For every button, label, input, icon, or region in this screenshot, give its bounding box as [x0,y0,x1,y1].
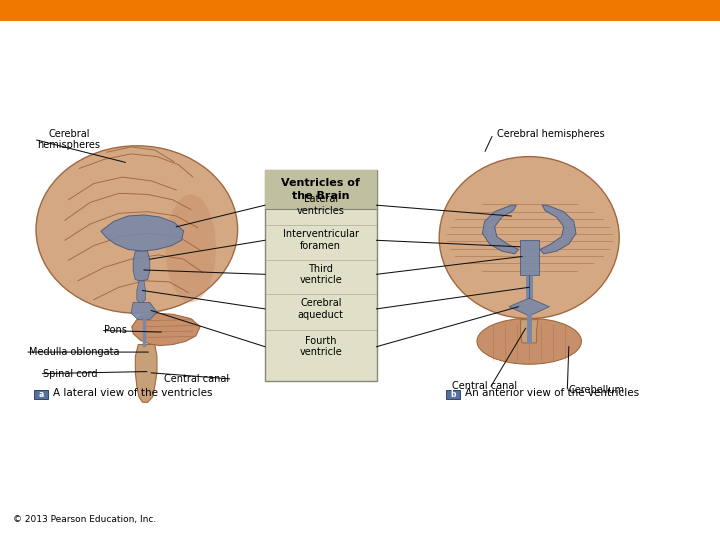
Bar [265,170,377,381]
Bar [520,240,539,275]
Text: Spinal cord: Spinal cord [43,369,98,379]
Ellipse shape [36,146,238,313]
Text: Central canal: Central canal [164,374,229,384]
Polygon shape [521,320,538,343]
Text: Cerebral hemispheres: Cerebral hemispheres [497,129,604,139]
Bar [265,170,377,209]
Polygon shape [482,205,518,254]
Polygon shape [509,298,549,316]
Text: Ventricles of
the Brain: Ventricles of the Brain [282,178,360,201]
Text: © 2013 Pearson Education, Inc.: © 2013 Pearson Education, Inc. [13,515,156,524]
Text: Pons: Pons [104,326,127,335]
Ellipse shape [439,157,619,319]
Ellipse shape [166,194,216,302]
Text: Figure 8-17  The Ventricles of the Brain.: Figure 8-17 The Ventricles of the Brain. [9,5,230,15]
Polygon shape [132,313,200,346]
Polygon shape [135,345,157,402]
Text: a: a [38,390,44,399]
Text: A lateral view of the ventricles: A lateral view of the ventricles [53,388,213,398]
FancyBboxPatch shape [446,390,460,399]
Text: b: b [450,390,456,399]
Text: Medulla oblongata: Medulla oblongata [29,347,120,357]
Polygon shape [540,205,576,254]
Text: Lateral
ventricles: Lateral ventricles [297,194,345,216]
Bar [0,0,720,21]
Text: Cerebral
hemispheres: Cerebral hemispheres [37,129,101,150]
Text: Cerebral
aqueduct: Cerebral aqueduct [298,298,343,320]
Text: Fourth
ventricle: Fourth ventricle [300,336,342,357]
Text: An anterior view of the ventricles: An anterior view of the ventricles [465,388,639,398]
Text: Third
ventricle: Third ventricle [300,264,342,285]
Text: Central canal: Central canal [452,381,517,391]
Text: Cerebellum: Cerebellum [569,385,625,395]
Text: Interventricular
foramen: Interventricular foramen [283,230,359,251]
Polygon shape [101,215,184,251]
Ellipse shape [477,318,582,365]
Polygon shape [133,251,150,281]
FancyBboxPatch shape [34,390,48,399]
Polygon shape [131,302,157,320]
Polygon shape [137,281,145,302]
